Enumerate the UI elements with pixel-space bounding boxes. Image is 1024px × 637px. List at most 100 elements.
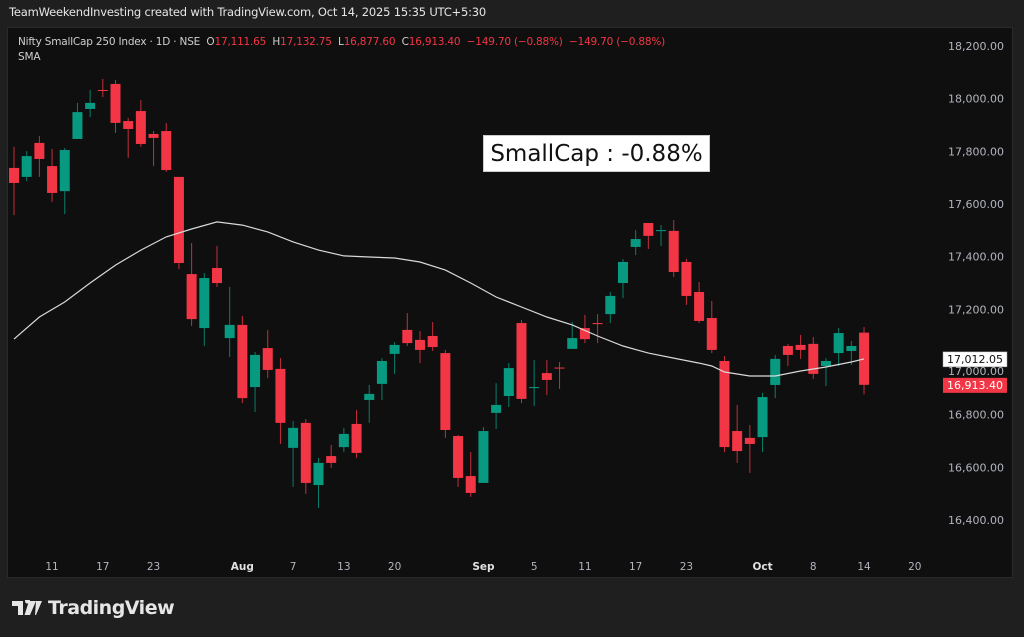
candle-body: [326, 456, 337, 463]
candle-up: [21, 151, 32, 182]
candle-up: [567, 322, 578, 349]
candle-body: [757, 397, 768, 438]
candle-body: [389, 344, 400, 354]
candle-down: [97, 78, 108, 98]
candle-body: [262, 348, 273, 370]
candle-body: [465, 476, 476, 493]
high-value: 17,132.75: [280, 36, 332, 48]
candle-body: [744, 437, 755, 444]
y-tick-label: 17,200.00: [948, 303, 1004, 316]
x-tick-label: 23: [680, 561, 693, 573]
change-value: −149.70 (−0.88%): [466, 36, 563, 48]
candle-body: [833, 333, 844, 354]
candle-body: [148, 133, 159, 138]
candle-down: [668, 220, 679, 277]
candle-body: [414, 339, 425, 350]
candle-body: [516, 323, 527, 399]
candle-body: [97, 89, 108, 91]
x-tick-label: 17: [629, 561, 642, 573]
candle-body: [808, 343, 819, 374]
candle-down: [326, 444, 337, 468]
candle-body: [9, 167, 19, 183]
candle-down: [211, 245, 222, 287]
candle-body: [123, 121, 134, 129]
candle-up: [478, 427, 489, 483]
candle-body: [592, 323, 603, 325]
candle-down: [706, 300, 717, 354]
candle-up: [288, 421, 299, 487]
candle-body: [859, 332, 870, 385]
candle-body: [617, 261, 628, 284]
candle-body: [529, 387, 540, 389]
candle-down: [186, 242, 197, 326]
candle-body: [453, 436, 464, 478]
candle-down: [516, 319, 527, 404]
candle-down: [592, 314, 603, 344]
x-tick-label: Oct: [752, 561, 772, 573]
tradingview-logo[interactable]: TradingView: [12, 597, 175, 619]
candle-down: [135, 99, 146, 147]
x-tick-label: 7: [290, 561, 297, 573]
candle-body: [47, 166, 58, 193]
candle-down: [808, 337, 819, 379]
open-value: 17,111.65: [214, 36, 267, 48]
candle-down: [47, 148, 58, 202]
candle-body: [186, 274, 197, 320]
candle-down: [732, 404, 743, 463]
candle-body: [541, 373, 552, 380]
candle-body: [440, 353, 451, 430]
sma-line: [13, 221, 865, 377]
candle-down: [161, 122, 172, 172]
candle-body: [820, 360, 831, 366]
candle-down: [694, 281, 705, 324]
candle-up: [85, 89, 96, 118]
candle-up: [250, 352, 261, 413]
candle-body: [846, 345, 857, 351]
candle-down: [414, 330, 425, 364]
candle-body: [681, 261, 692, 296]
candle-up: [199, 273, 210, 346]
candle-up: [389, 342, 400, 374]
candle-body: [478, 431, 489, 483]
candle-body: [554, 367, 565, 369]
candle-body: [579, 328, 590, 340]
candle-body: [694, 291, 705, 321]
candle-down: [554, 362, 565, 389]
candle-down: [440, 349, 451, 438]
y-tick-label: 17,400.00: [948, 251, 1004, 264]
candle-body: [706, 318, 717, 350]
candle-down: [123, 117, 134, 158]
y-tick-label: 16,600.00: [948, 461, 1004, 474]
candle-down: [173, 176, 184, 270]
candle-body: [275, 368, 286, 423]
low-value: 16,877.60: [343, 36, 396, 48]
high-label: H: [272, 36, 281, 48]
annotation-label: SmallCap : -0.88%: [483, 135, 710, 172]
candle-down: [148, 131, 159, 167]
candle-body: [491, 404, 502, 413]
candle-up: [846, 340, 857, 365]
chart-credit: TeamWeekendInvesting created with Tradin…: [9, 5, 486, 19]
candle-body: [211, 268, 222, 284]
candle-body: [288, 427, 299, 448]
candle-down: [541, 359, 552, 395]
sma-indicator-label[interactable]: SMA: [18, 51, 41, 63]
candle-down: [402, 313, 413, 346]
candle-body: [782, 345, 793, 355]
candle-body: [300, 422, 311, 483]
candle-body: [427, 335, 438, 348]
change-value-2: −149.70 (−0.88%): [568, 36, 666, 48]
candle-up: [491, 383, 502, 429]
sma-price-label: 17,012.05: [947, 353, 1003, 366]
x-tick-label: Aug: [231, 561, 254, 573]
candle-up: [630, 230, 641, 256]
low-label: L: [338, 36, 344, 48]
candle-down: [859, 327, 870, 395]
candle-down: [110, 79, 121, 133]
candle-down: [427, 322, 438, 351]
x-tick-label: 17: [96, 561, 109, 573]
x-tick-label: 20: [908, 561, 921, 573]
candle-down: [351, 409, 362, 458]
candle-body: [34, 142, 45, 159]
